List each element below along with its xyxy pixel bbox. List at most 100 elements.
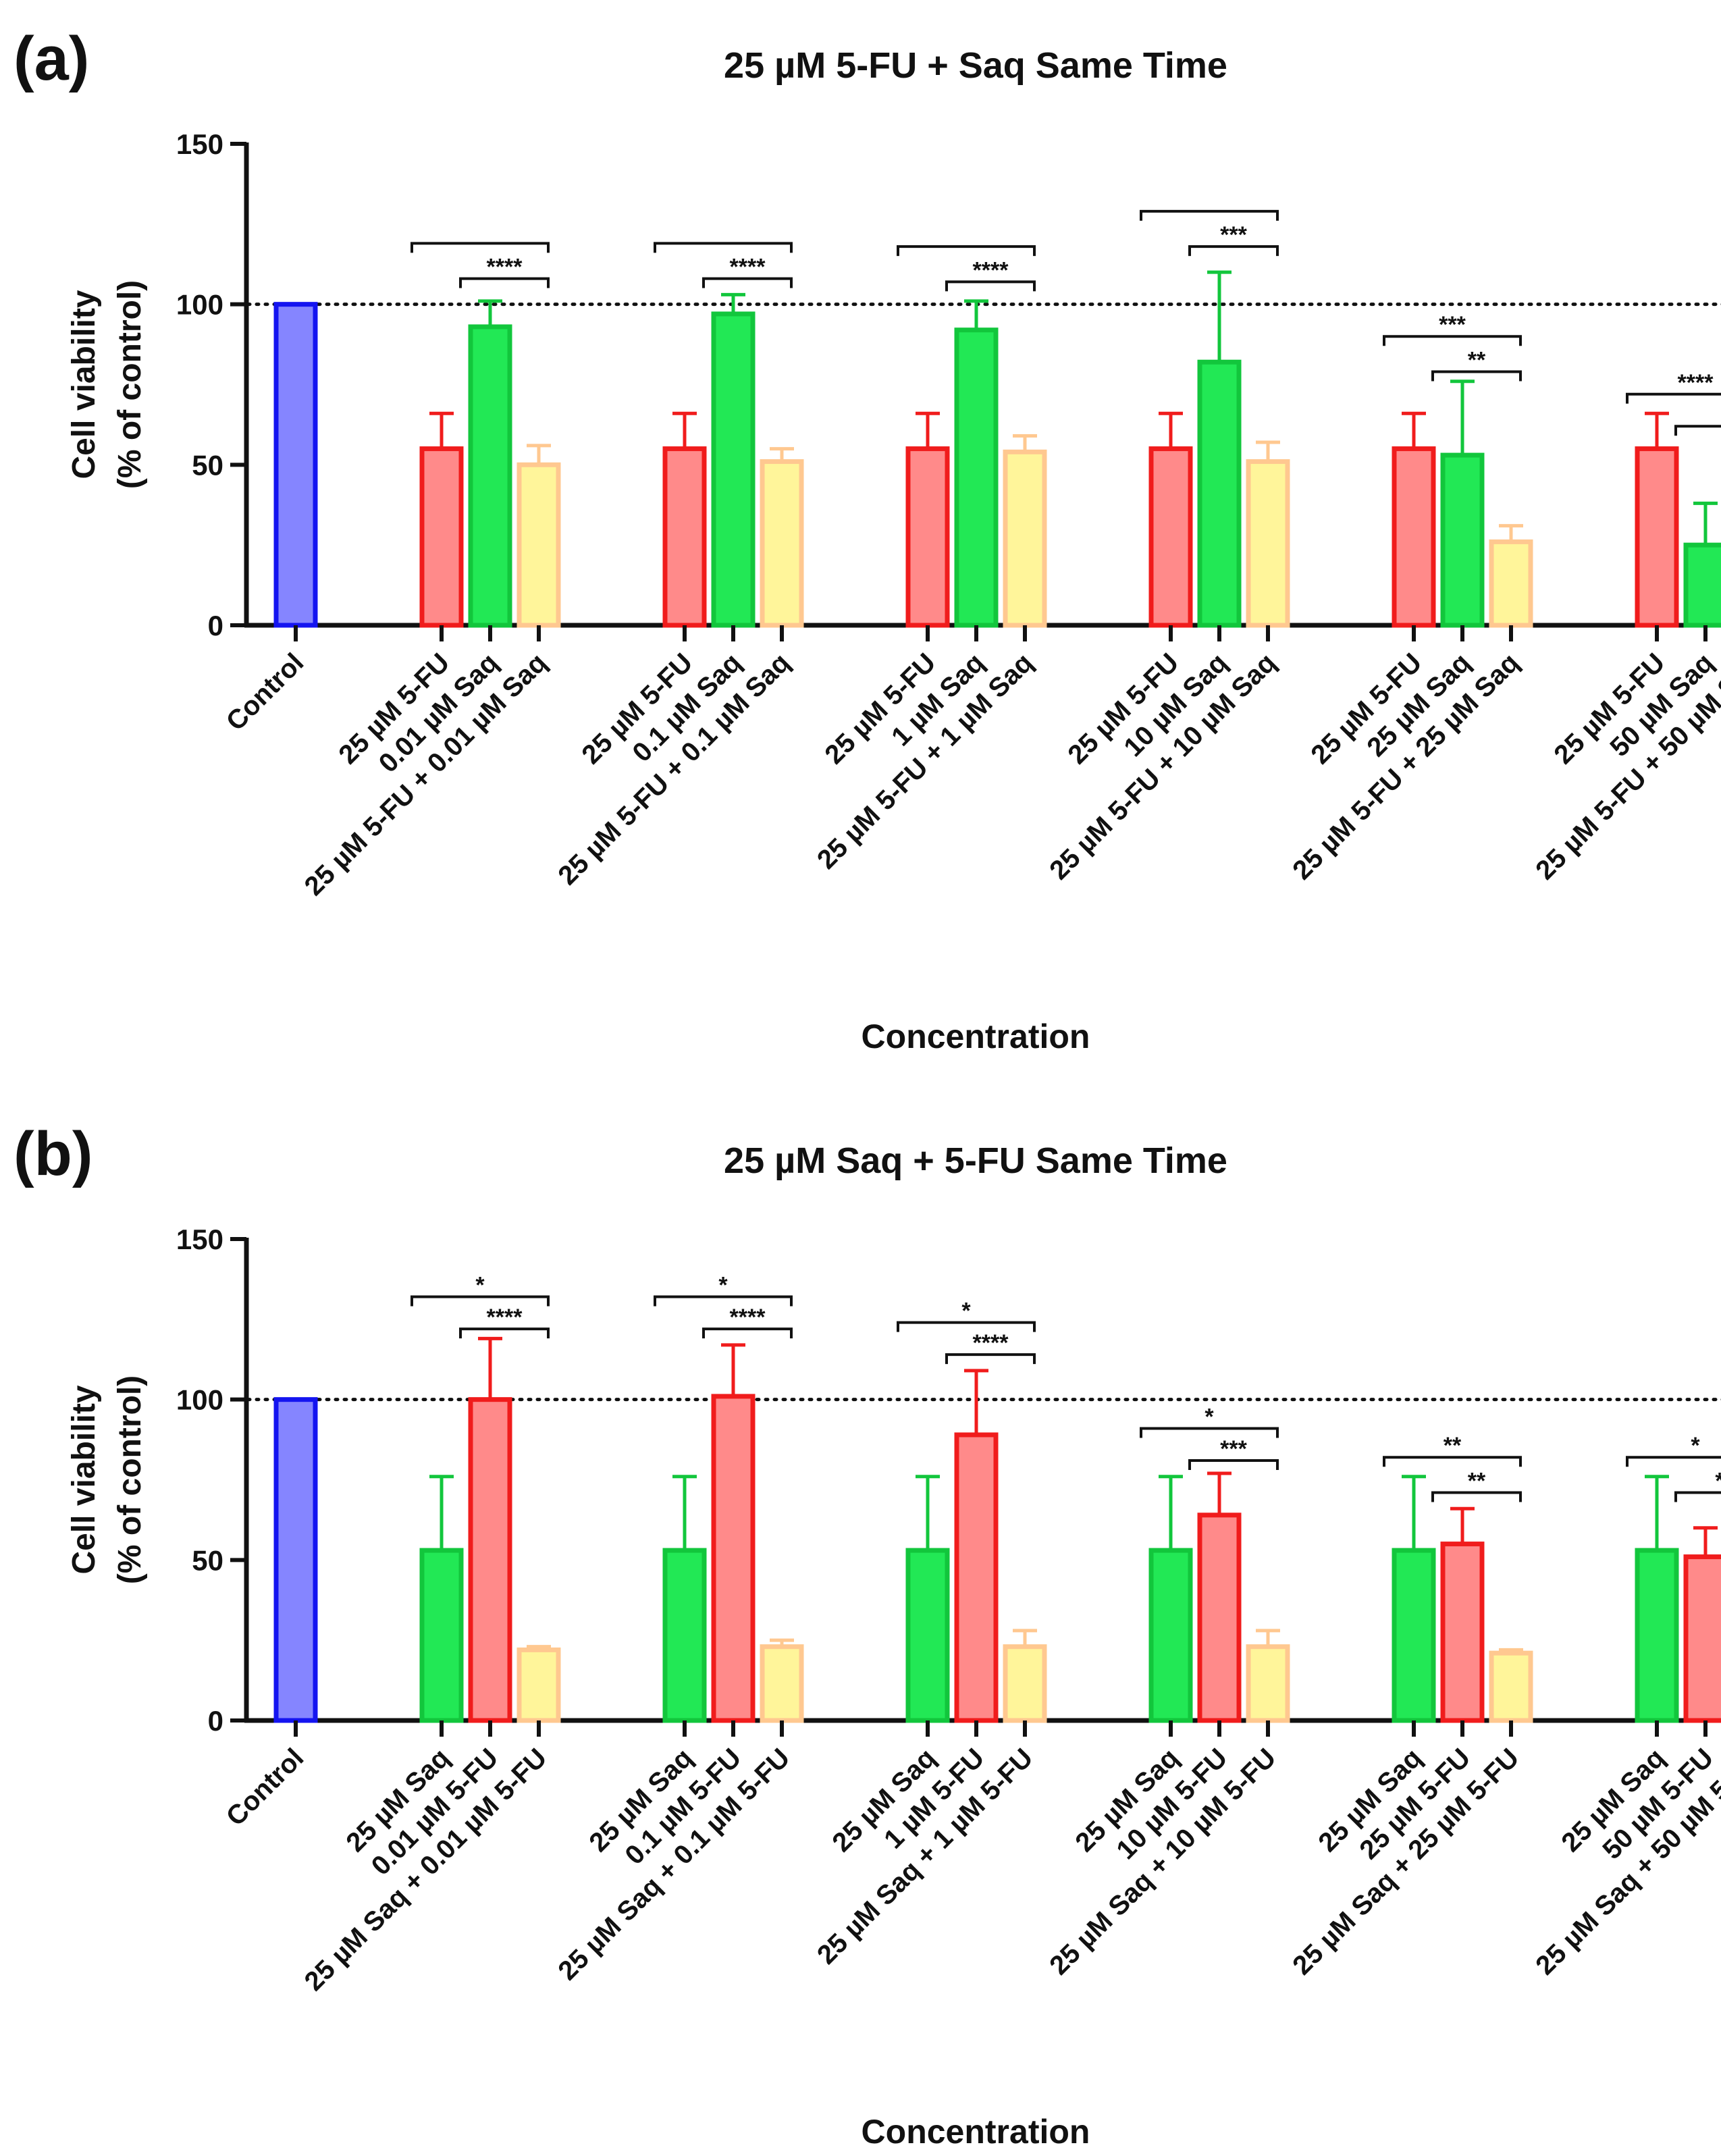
significance-label: * [475, 1273, 485, 1298]
significance-label: **** [730, 1305, 766, 1330]
significance-bracket [702, 277, 793, 288]
significance-bracket [897, 1321, 1036, 1332]
bar-saq [1440, 452, 1485, 628]
significance-label: *** [1439, 312, 1466, 338]
bar-5fu [468, 1397, 512, 1723]
y-axis-title: Cell viability [66, 290, 102, 479]
chart-title: 25 µM Saq + 5-FU Same Time [724, 1140, 1227, 1181]
bar-combo [1246, 459, 1290, 628]
significance-bracket [945, 280, 1036, 292]
significance-label: ** [1444, 1433, 1462, 1458]
bar-combo [1003, 1644, 1047, 1723]
significance-bracket [945, 1353, 1036, 1365]
significance-bracket [1674, 425, 1721, 436]
significance-label: **** [1678, 370, 1714, 396]
bar-saq [1392, 1548, 1436, 1723]
y-tick-label: 50 [192, 1544, 223, 1576]
significance-bracket [459, 277, 550, 288]
bar-5fu [1197, 1513, 1242, 1723]
significance-label: *** [1220, 222, 1247, 248]
bar-combo [1246, 1644, 1290, 1723]
significance-label: * [1691, 1433, 1700, 1458]
bar-5fu [419, 446, 464, 628]
significance-label: **** [487, 1305, 523, 1330]
significance-bracket [702, 1327, 793, 1339]
significance-bracket [1140, 1427, 1279, 1438]
bar-5fu [905, 446, 950, 628]
bar-saq [1635, 1548, 1679, 1723]
y-tick-label: 100 [176, 289, 223, 321]
bar-combo [760, 459, 804, 628]
bar-combo [517, 1647, 561, 1723]
bar-5fu [1392, 446, 1436, 628]
significance-bracket [1188, 1458, 1279, 1470]
y-tick-label: 150 [176, 128, 223, 160]
bar-saq [1683, 542, 1721, 628]
y-tick-label: 50 [192, 449, 223, 481]
bar-saq [1148, 1548, 1193, 1723]
significance-bracket [897, 245, 1036, 257]
bar-combo [1003, 449, 1047, 628]
bar-saq [662, 1548, 707, 1723]
bar-combo [1489, 539, 1533, 628]
y-axis-subtitle: (% of control) [112, 280, 148, 489]
significance-bracket [654, 1295, 793, 1307]
y-tick-label: 100 [176, 1384, 223, 1416]
significance-bracket [1626, 392, 1721, 404]
bar-control [273, 302, 318, 628]
significance-bracket [1674, 1491, 1721, 1502]
bar-combo [760, 1644, 804, 1723]
significance-bracket [1383, 1456, 1522, 1467]
panel-a: (a) 25 µM 5-FU + Saq Same Time Cell viabil… [14, 24, 1721, 1055]
significance-bracket [411, 1295, 550, 1307]
chart-title: 25 µM 5-FU + Saq Same Time [724, 45, 1227, 86]
y-tick-label: 0 [208, 1705, 223, 1737]
y-tick-label: 0 [208, 610, 223, 641]
significance-bracket [654, 242, 793, 253]
x-tick-label: Control [221, 648, 310, 737]
x-tick-label: Control [221, 1743, 310, 1832]
panel-label: (b) [14, 1120, 92, 1188]
significance-label: * [1204, 1404, 1214, 1429]
y-axis-title: Cell viability [66, 1385, 102, 1574]
significance-bracket [411, 242, 550, 253]
significance-bracket [1140, 209, 1279, 221]
x-axis-title: Concentration [862, 1018, 1090, 1055]
bar-5fu [1440, 1542, 1485, 1723]
bar-5fu [1683, 1554, 1721, 1723]
bar-5fu [954, 1432, 999, 1723]
bar-5fu [711, 1394, 756, 1723]
significance-label: **** [487, 255, 523, 280]
significance-label: **** [973, 257, 1009, 283]
bar-saq [711, 311, 756, 628]
significance-label: **** [973, 1330, 1009, 1356]
bar-saq [954, 327, 999, 628]
x-axis-title: Concentration [862, 2113, 1090, 2151]
bar-saq [419, 1548, 464, 1723]
bar-combo [517, 462, 561, 628]
significance-bracket [1188, 245, 1279, 257]
bar-control [273, 1397, 318, 1723]
bar-saq [1197, 359, 1242, 628]
y-axis-subtitle: (% of control) [112, 1375, 148, 1584]
significance-label: * [961, 1298, 971, 1324]
significance-bracket [1431, 370, 1522, 382]
bar-5fu [1635, 446, 1679, 628]
bar-5fu [1148, 446, 1193, 628]
significance-label: ** [1468, 1469, 1486, 1494]
significance-bracket [1626, 1456, 1721, 1467]
bar-saq [468, 324, 512, 628]
bar-5fu [662, 446, 707, 628]
bar-combo [1489, 1650, 1533, 1723]
significance-label: ** [1468, 347, 1486, 373]
y-tick-label: 150 [176, 1224, 223, 1255]
significance-label: * [718, 1273, 728, 1298]
significance-bracket [1431, 1491, 1522, 1502]
significance-bracket [459, 1327, 550, 1339]
significance-bracket [1383, 335, 1522, 346]
significance-label: * [1715, 1469, 1721, 1494]
significance-label: **** [730, 255, 766, 280]
significance-label: *** [1220, 1436, 1247, 1462]
panel-b: (b) 25 µM Saq + 5-FU Same Time Cell viabil… [14, 1120, 1721, 2151]
